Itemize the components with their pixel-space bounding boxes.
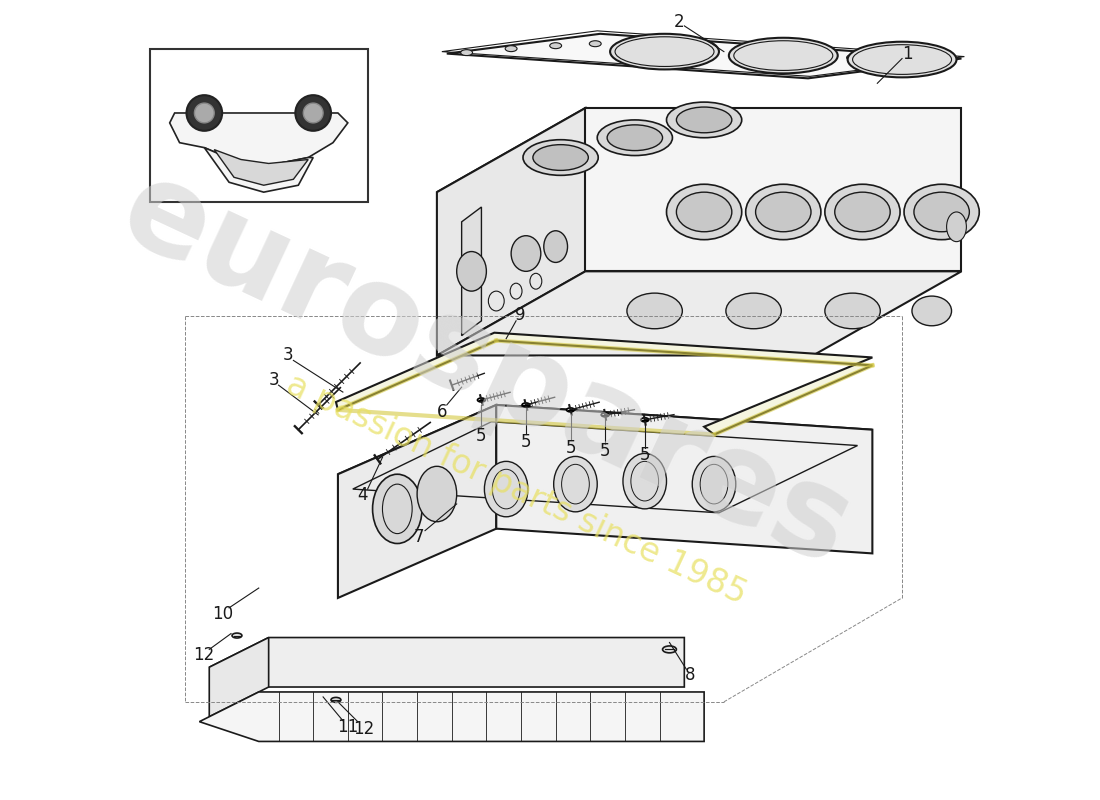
- Ellipse shape: [597, 120, 672, 155]
- Polygon shape: [338, 405, 872, 499]
- Ellipse shape: [522, 140, 598, 175]
- Polygon shape: [585, 108, 961, 271]
- Ellipse shape: [756, 192, 811, 232]
- Ellipse shape: [835, 192, 890, 232]
- Ellipse shape: [477, 398, 485, 402]
- Ellipse shape: [417, 466, 456, 522]
- Ellipse shape: [456, 251, 486, 291]
- Text: 11: 11: [338, 718, 359, 736]
- Ellipse shape: [505, 46, 517, 52]
- Polygon shape: [496, 405, 872, 554]
- Ellipse shape: [667, 184, 741, 240]
- Ellipse shape: [692, 457, 736, 512]
- Ellipse shape: [304, 103, 323, 123]
- Polygon shape: [437, 108, 961, 192]
- Polygon shape: [462, 207, 482, 336]
- Ellipse shape: [566, 408, 574, 412]
- Ellipse shape: [798, 53, 808, 58]
- Ellipse shape: [746, 184, 821, 240]
- Ellipse shape: [532, 145, 588, 170]
- Ellipse shape: [825, 293, 880, 329]
- Text: a passion for parts since 1985: a passion for parts since 1985: [280, 368, 751, 610]
- Ellipse shape: [662, 646, 676, 653]
- Text: 3: 3: [283, 346, 294, 365]
- Polygon shape: [437, 108, 585, 355]
- Bar: [150, 49, 367, 202]
- Text: 10: 10: [212, 605, 233, 622]
- Text: 12: 12: [353, 719, 374, 738]
- Text: 12: 12: [192, 646, 215, 664]
- Ellipse shape: [904, 184, 979, 240]
- Ellipse shape: [232, 633, 242, 638]
- Ellipse shape: [590, 41, 602, 46]
- Text: 3: 3: [268, 371, 279, 390]
- Ellipse shape: [610, 34, 719, 70]
- Polygon shape: [209, 638, 268, 717]
- Text: 5: 5: [476, 426, 486, 445]
- Ellipse shape: [461, 50, 473, 55]
- Ellipse shape: [726, 293, 781, 329]
- Ellipse shape: [676, 192, 732, 232]
- Polygon shape: [338, 405, 496, 598]
- Ellipse shape: [623, 454, 667, 509]
- Text: 5: 5: [639, 446, 650, 465]
- Text: 1: 1: [902, 45, 912, 62]
- Ellipse shape: [748, 50, 759, 55]
- Ellipse shape: [331, 698, 341, 702]
- Ellipse shape: [848, 42, 957, 78]
- Text: 5: 5: [600, 442, 610, 461]
- Polygon shape: [209, 638, 684, 687]
- Ellipse shape: [667, 102, 741, 138]
- Ellipse shape: [550, 42, 562, 49]
- Text: 7: 7: [414, 527, 425, 546]
- Ellipse shape: [607, 125, 662, 150]
- Ellipse shape: [914, 192, 969, 232]
- Polygon shape: [199, 692, 704, 742]
- Ellipse shape: [825, 184, 900, 240]
- Text: 6: 6: [437, 403, 447, 421]
- Ellipse shape: [639, 44, 651, 50]
- Ellipse shape: [296, 95, 331, 130]
- Polygon shape: [336, 333, 872, 434]
- Ellipse shape: [373, 474, 422, 543]
- Ellipse shape: [847, 54, 858, 61]
- Ellipse shape: [698, 46, 711, 53]
- Ellipse shape: [729, 38, 838, 74]
- Ellipse shape: [602, 413, 609, 417]
- Polygon shape: [169, 113, 348, 166]
- Ellipse shape: [896, 58, 907, 63]
- Ellipse shape: [641, 418, 649, 422]
- Ellipse shape: [936, 59, 947, 66]
- Ellipse shape: [676, 107, 732, 133]
- Ellipse shape: [627, 293, 682, 329]
- Ellipse shape: [912, 296, 952, 326]
- Text: 5: 5: [565, 438, 575, 457]
- Ellipse shape: [187, 95, 222, 130]
- Ellipse shape: [522, 403, 530, 407]
- Polygon shape: [214, 150, 308, 186]
- Ellipse shape: [484, 462, 528, 517]
- Ellipse shape: [947, 212, 967, 242]
- Text: 2: 2: [674, 13, 684, 31]
- Ellipse shape: [512, 236, 541, 271]
- Text: 4: 4: [358, 486, 367, 504]
- Text: 5: 5: [520, 433, 531, 450]
- Polygon shape: [437, 271, 961, 355]
- Ellipse shape: [195, 103, 214, 123]
- Ellipse shape: [543, 230, 568, 262]
- Polygon shape: [447, 34, 961, 78]
- Text: 8: 8: [685, 666, 695, 684]
- Ellipse shape: [553, 457, 597, 512]
- Polygon shape: [205, 148, 314, 192]
- Text: 9: 9: [515, 306, 526, 324]
- Text: eurospares: eurospares: [102, 149, 870, 592]
